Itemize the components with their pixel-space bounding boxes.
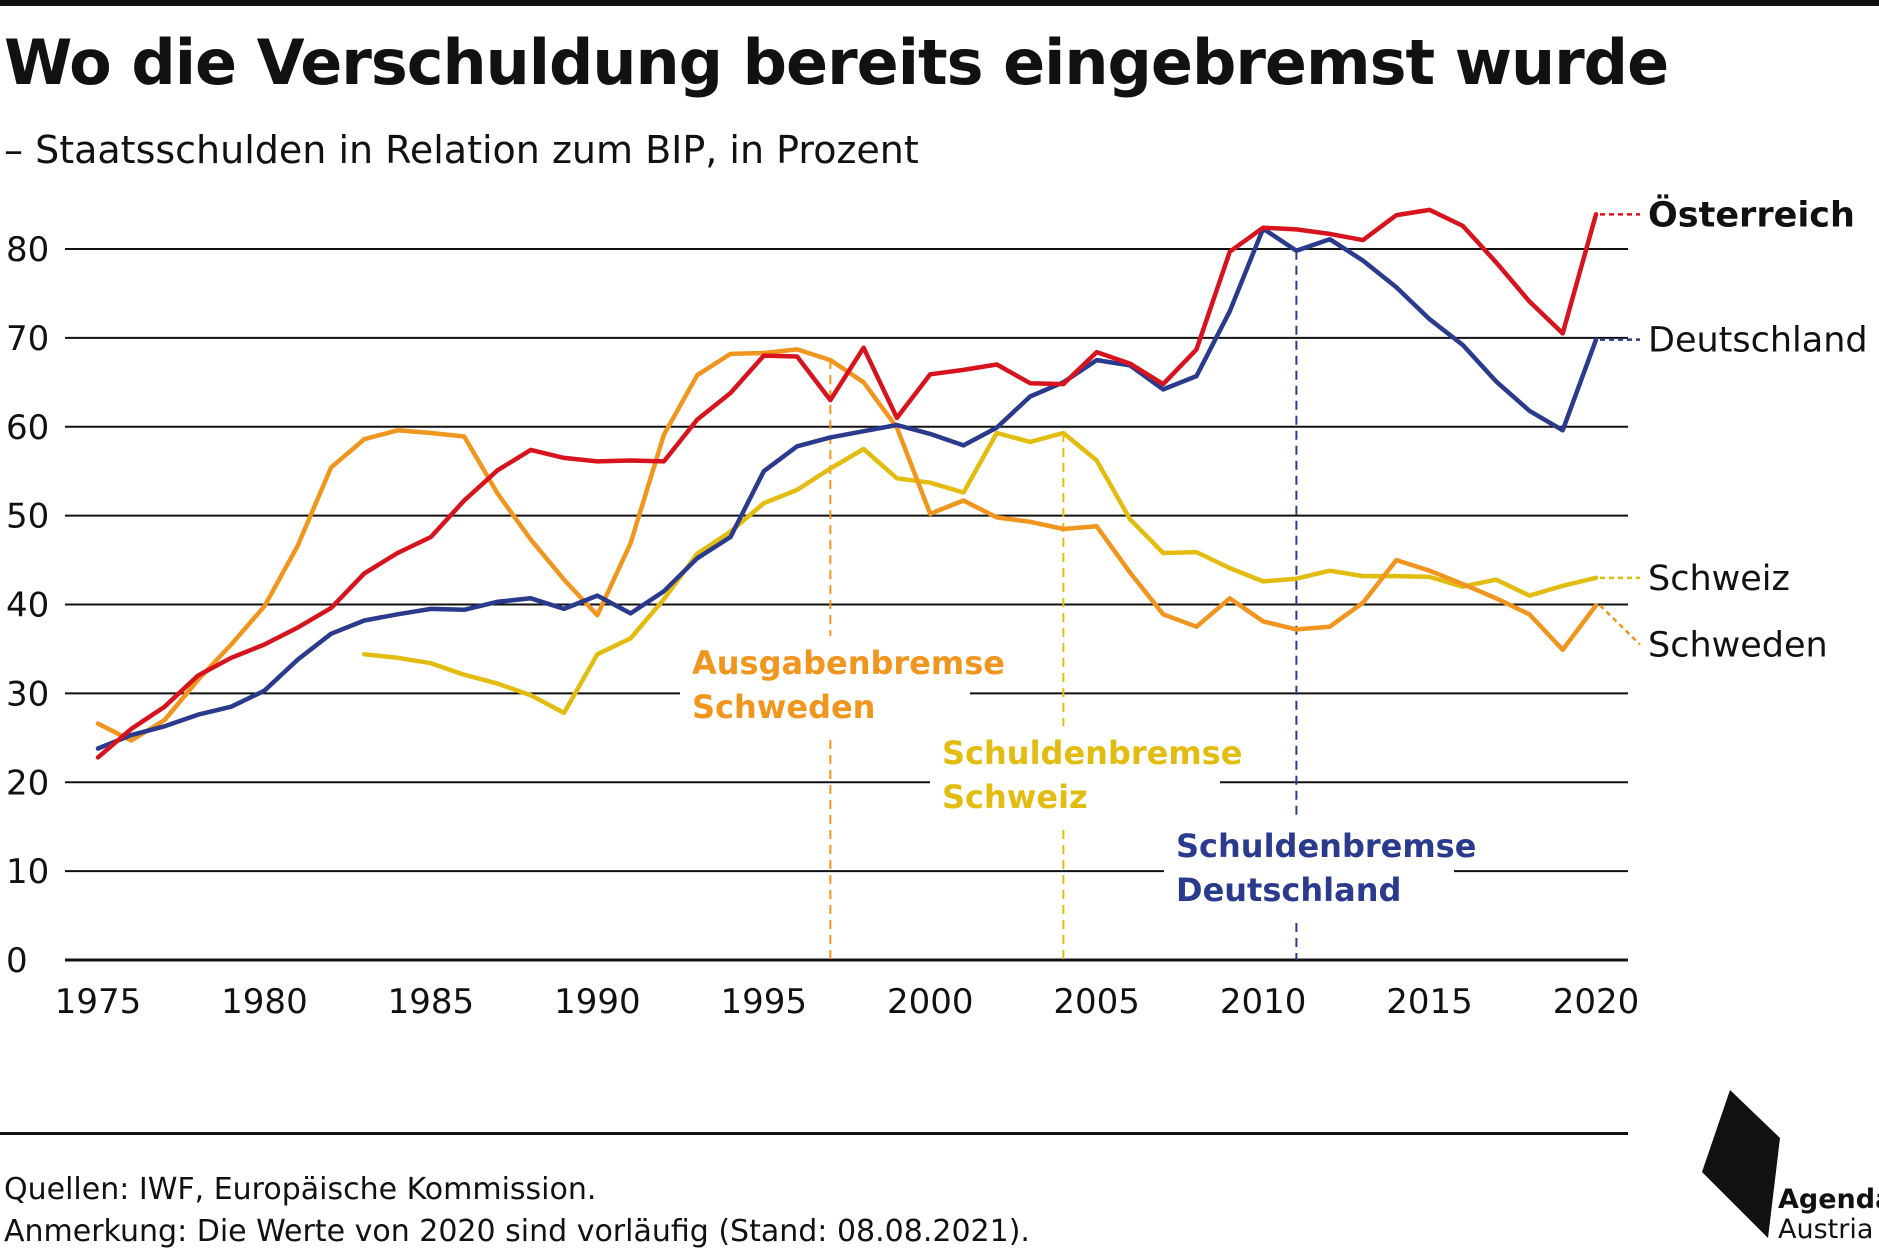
chart-subtitle: – Staatsschulden in Relation zum BIP, in… bbox=[4, 128, 919, 172]
sources-note: Quellen: IWF, Europäische Kommission. bbox=[4, 1172, 597, 1207]
chart-title: Wo die Verschuldung bereits eingebremst … bbox=[4, 26, 1669, 99]
annotation-lines bbox=[829, 250, 1298, 960]
annotation-labels: Ausgabenbremse Schweden Schuldenbremse Schw… bbox=[680, 636, 1476, 919]
y-tick-label: 60 bbox=[6, 408, 49, 448]
end-labels: Österreich Deutschland Schweiz Schweden bbox=[1599, 193, 1868, 665]
x-tick-label: 2015 bbox=[1386, 982, 1473, 1022]
annotation-backdrop bbox=[680, 636, 970, 736]
annotation-label: Schweiz bbox=[942, 778, 1088, 816]
end-label-oesterreich: Österreich bbox=[1648, 193, 1855, 235]
x-tick-label: 1975 bbox=[55, 982, 142, 1022]
agenda-austria-logo-icon bbox=[1702, 1090, 1780, 1238]
logo-line-2: Austria bbox=[1778, 1214, 1874, 1245]
y-tick-label: 70 bbox=[6, 319, 49, 359]
logo-line-1: Agenda bbox=[1778, 1184, 1879, 1215]
annotation-label: Schuldenbremse bbox=[1176, 827, 1476, 865]
x-tick-label: 1980 bbox=[221, 982, 308, 1022]
x-tick-label: 1985 bbox=[388, 982, 475, 1022]
annotation-backdrop bbox=[930, 726, 1220, 826]
y-tick-label: 10 bbox=[6, 852, 49, 892]
x-tick-label: 2010 bbox=[1220, 982, 1307, 1022]
y-tick-label: 40 bbox=[6, 586, 49, 626]
end-label-deutschland: Deutschland bbox=[1648, 321, 1868, 361]
y-tick-label: 0 bbox=[6, 941, 28, 981]
x-axis-ticks: 1975 1980 1985 1990 1995 2000 2005 2010 2015 2020 bbox=[55, 982, 1640, 1022]
annotation-label: Ausgabenbremse bbox=[692, 644, 1005, 682]
x-tick-label: 2005 bbox=[1053, 982, 1140, 1022]
y-tick-label: 30 bbox=[6, 674, 49, 714]
x-tick-label: 2000 bbox=[887, 982, 974, 1022]
annotation-backdrop bbox=[1164, 819, 1454, 919]
x-tick-label: 2020 bbox=[1553, 982, 1640, 1022]
series-line-schweiz bbox=[362, 430, 1599, 716]
end-label-schweden: Schweden bbox=[1648, 625, 1828, 665]
top-rule bbox=[0, 0, 1879, 6]
annotation-label: Deutschland bbox=[1176, 871, 1401, 909]
series-line-oesterreich bbox=[95, 207, 1599, 760]
y-axis-ticks: 0 10 20 30 40 50 60 70 80 bbox=[6, 230, 49, 981]
x-tick-label: 1995 bbox=[721, 982, 808, 1022]
series-line-deutschland bbox=[95, 226, 1599, 751]
y-tick-label: 80 bbox=[6, 230, 49, 270]
y-tick-label: 50 bbox=[6, 497, 49, 537]
series-lines bbox=[95, 207, 1599, 760]
end-label-leader bbox=[1599, 604, 1641, 646]
bottom-rule bbox=[0, 1132, 1628, 1135]
annotation-label: Schuldenbremse bbox=[942, 734, 1242, 772]
annotation-label: Schweden bbox=[692, 688, 875, 726]
x-tick-label: 1990 bbox=[554, 982, 641, 1022]
y-tick-label: 20 bbox=[6, 763, 49, 803]
end-label-schweiz: Schweiz bbox=[1648, 559, 1790, 599]
data-note: Anmerkung: Die Werte von 2020 sind vorlä… bbox=[4, 1214, 1030, 1249]
